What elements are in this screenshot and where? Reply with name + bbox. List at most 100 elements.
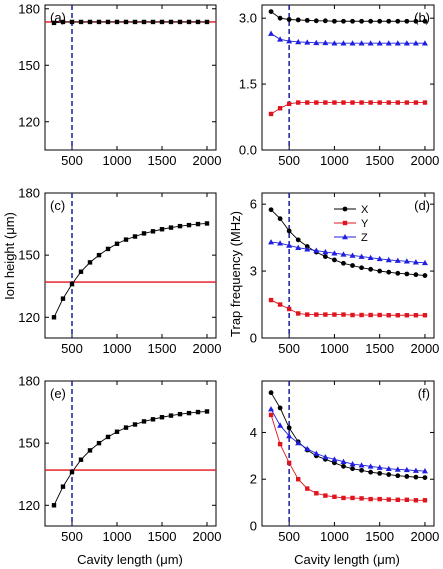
- data-point-y: [296, 311, 301, 316]
- data-point-y: [286, 306, 292, 312]
- data-point-x: [96, 19, 102, 25]
- data-point-z: [331, 40, 338, 46]
- data-point-z: [376, 255, 383, 262]
- data-point-y: [404, 497, 410, 503]
- data-point-z: [394, 257, 401, 263]
- x-tick-label: 500: [61, 153, 83, 168]
- data-point-x: [87, 19, 93, 25]
- data-point-y: [286, 101, 292, 107]
- data-point-x: [286, 17, 292, 22]
- y-tick-label: 0: [250, 331, 257, 346]
- data-point-x: [359, 467, 364, 473]
- data-point-x: [78, 457, 84, 462]
- data-point-z: [385, 40, 392, 46]
- data-point-z: [313, 450, 320, 456]
- y-tick-label: 120: [18, 498, 40, 513]
- data-point-x: [286, 228, 292, 234]
- legend-label-x: X: [361, 204, 369, 216]
- data-point-x: [304, 17, 310, 23]
- data-point-x: [69, 19, 75, 25]
- data-point-x: [395, 473, 401, 479]
- panel-label: (e): [50, 386, 66, 401]
- data-point-x: [105, 19, 111, 25]
- data-point-z: [412, 40, 419, 46]
- data-point-z: [277, 422, 284, 428]
- data-point-z: [421, 468, 428, 474]
- data-point-z: [286, 432, 293, 439]
- data-point-x: [341, 18, 346, 24]
- data-point-x: [404, 474, 410, 479]
- y-tick-label: 1.5: [239, 77, 257, 92]
- x-tick-label: 2000: [410, 153, 439, 168]
- data-point-x: [177, 223, 183, 229]
- data-point-x: [422, 18, 428, 24]
- series-line-y: [270, 414, 425, 501]
- data-point-z: [268, 406, 275, 412]
- plot-frame: [261, 192, 435, 339]
- data-point-y: [422, 498, 428, 503]
- data-point-y: [386, 497, 391, 502]
- data-point-x: [295, 237, 301, 243]
- data-point-x: [413, 272, 419, 278]
- data-point-x: [204, 409, 210, 414]
- data-point-z: [340, 458, 347, 464]
- data-point-x: [286, 425, 292, 431]
- data-point-x: [404, 271, 410, 277]
- data-point-z: [367, 40, 374, 46]
- data-point-x: [150, 229, 156, 234]
- data-point-x: [368, 18, 374, 24]
- data-point-y: [323, 100, 328, 105]
- data-point-x: [395, 18, 401, 24]
- data-point-x: [277, 216, 283, 222]
- y-tick-label: 0.0: [239, 143, 257, 158]
- x-tick-label: 2000: [410, 529, 439, 544]
- data-point-z: [394, 466, 401, 472]
- data-point-x: [51, 315, 57, 320]
- data-point-y: [395, 313, 400, 318]
- data-point-y: [305, 100, 310, 105]
- data-point-x: [195, 19, 201, 25]
- data-point-y: [386, 313, 391, 318]
- y-tick-label: 150: [18, 58, 40, 73]
- data-point-y: [341, 495, 346, 501]
- data-point-y: [305, 312, 310, 317]
- data-point-y: [341, 100, 346, 105]
- plot-frame: [44, 192, 217, 339]
- y-tick-label: 180: [18, 1, 40, 16]
- data-point-z: [286, 242, 293, 248]
- data-point-y: [332, 312, 337, 317]
- series-line-y: [270, 299, 425, 316]
- y-tick-label: 120: [18, 114, 40, 129]
- data-point-x: [368, 266, 374, 272]
- x-tick-label: 500: [61, 341, 83, 356]
- data-point-x: [422, 273, 428, 278]
- data-point-x: [268, 207, 274, 213]
- data-point-z: [421, 259, 428, 266]
- data-point-x: [322, 254, 328, 259]
- y-tick-label: 3: [250, 264, 257, 279]
- data-point-y: [413, 498, 419, 503]
- data-point-z: [385, 465, 392, 472]
- data-point-z: [277, 240, 284, 246]
- data-point-x: [123, 425, 129, 430]
- panel-a: 120 150 180 500 1000 1500 2000 (a): [18, 1, 221, 168]
- x-tick-label: 1000: [103, 341, 132, 356]
- data-point-z: [349, 252, 356, 258]
- data-point-x: [204, 221, 210, 226]
- x-tick-label: 500: [278, 341, 300, 356]
- data-point-z: [412, 467, 419, 473]
- x-tick-label: 500: [278, 529, 300, 544]
- data-point-x: [177, 19, 183, 25]
- data-point-x: [413, 18, 419, 24]
- x-tick-label: 2000: [193, 153, 222, 168]
- data-point-x: [377, 268, 383, 274]
- data-point-x: [159, 415, 165, 420]
- data-point-z: [304, 445, 311, 452]
- data-point-y: [413, 100, 419, 105]
- data-point-x: [141, 231, 147, 236]
- data-point-x: [268, 9, 274, 14]
- x-tick-label: 2000: [193, 341, 222, 356]
- data-point-z: [403, 258, 410, 264]
- x-tick-label: 500: [61, 529, 83, 544]
- data-point-z: [367, 254, 374, 260]
